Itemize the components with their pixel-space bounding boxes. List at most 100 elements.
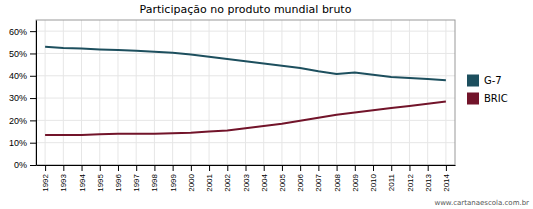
x-tick: 2001: [205, 165, 214, 192]
y-tick-label: 30%: [9, 93, 27, 103]
x-tick-label: 2012: [406, 173, 415, 191]
grid-line-x: [391, 20, 392, 165]
grid-line-x: [427, 20, 428, 165]
grid-line-x: [154, 20, 155, 165]
x-tick-mark: [45, 165, 46, 171]
x-tick-label: 2011: [387, 173, 396, 191]
legend-label: G-7: [484, 75, 502, 86]
x-tick-mark: [282, 165, 283, 171]
grid-line-x: [209, 20, 210, 165]
x-tick-mark: [446, 165, 447, 171]
x-tick: 2005: [278, 165, 287, 192]
y-tick-mark: [30, 31, 36, 32]
grid-line-x: [318, 20, 319, 165]
grid: [36, 20, 455, 165]
grid-line-x: [336, 20, 337, 165]
grid-line-x: [81, 20, 82, 165]
y-tick-label: 0%: [14, 160, 27, 170]
y-tick-label: 60%: [9, 27, 27, 37]
y-tick-mark: [30, 165, 36, 166]
x-tick-label: 2003: [242, 173, 251, 191]
x-tick-label: 1993: [59, 173, 68, 191]
series-line: [45, 101, 446, 134]
x-tick: 1995: [96, 165, 105, 192]
y-tick-label: 20%: [9, 116, 27, 126]
x-tick-label: 1995: [96, 173, 105, 191]
x-tick-mark: [118, 165, 119, 171]
x-tick-label: 2014: [442, 173, 451, 191]
grid-line-y: [36, 120, 455, 121]
x-tick-mark: [337, 165, 338, 171]
y-tick: 20%: [9, 116, 36, 126]
x-tick: 2003: [242, 165, 251, 192]
grid-line-x: [117, 20, 118, 165]
plot-frame: [36, 20, 455, 165]
plot: 1992199319941995199619971998199920002001…: [9, 20, 456, 192]
y-axis-line: [36, 21, 37, 166]
x-tick-mark: [409, 165, 410, 171]
y-tick: 10%: [9, 138, 36, 148]
x-axis: 1992199319941995199619971998199920002001…: [37, 165, 456, 192]
y-tick-label: 50%: [9, 49, 27, 59]
x-tick-label: 1992: [41, 173, 50, 191]
x-tick: 2006: [296, 165, 305, 192]
grid-line-x: [227, 20, 228, 165]
legend-label: BRIC: [484, 93, 508, 104]
x-tick-mark: [355, 165, 356, 171]
grid-line-x: [136, 20, 137, 165]
x-tick: 2008: [333, 165, 342, 192]
legend-swatch: [467, 75, 479, 87]
y-tick-mark: [30, 98, 36, 99]
x-tick: 1999: [169, 165, 178, 192]
x-tick: 1996: [114, 165, 123, 192]
grid-line-x: [445, 20, 446, 165]
y-tick-mark: [30, 143, 36, 144]
grid-line-x: [190, 20, 191, 165]
x-tick: 2013: [424, 165, 433, 192]
x-tick-mark: [391, 165, 392, 171]
x-tick-label: 1996: [114, 173, 123, 191]
x-tick-label: 2001: [205, 173, 214, 191]
y-tick: 50%: [9, 49, 36, 59]
x-tick: 1992: [41, 165, 50, 192]
x-tick-label: 1994: [78, 173, 87, 191]
x-tick: 1997: [132, 165, 141, 192]
y-tick-label: 40%: [9, 71, 27, 81]
x-tick-mark: [318, 165, 319, 171]
legend-item: BRIC: [467, 93, 508, 105]
x-tick-mark: [154, 165, 155, 171]
y-tick-mark: [30, 120, 36, 121]
x-tick-mark: [264, 165, 265, 171]
x-tick-label: 2004: [260, 173, 269, 191]
grid-line-x: [45, 20, 46, 165]
grid-line-y: [36, 53, 455, 54]
x-tick-mark: [82, 165, 83, 171]
series-group: [45, 47, 446, 135]
x-tick-mark: [246, 165, 247, 171]
x-tick-mark: [136, 165, 137, 171]
x-tick-mark: [428, 165, 429, 171]
x-tick-mark: [373, 165, 374, 171]
x-tick-mark: [300, 165, 301, 171]
x-tick-label: 2002: [223, 173, 232, 191]
grid-line-x: [63, 20, 64, 165]
grid-line-x: [354, 20, 355, 165]
series-line: [45, 47, 446, 80]
x-tick: 2007: [314, 165, 323, 192]
grid-line-x: [373, 20, 374, 165]
chart: 1992199319941995199619971998199920002001…: [0, 0, 533, 209]
x-tick: 2010: [369, 165, 378, 192]
grid-line-x: [245, 20, 246, 165]
x-tick-mark: [173, 165, 174, 171]
grid-line-y: [36, 98, 455, 99]
x-tick-mark: [227, 165, 228, 171]
grid-line-x: [172, 20, 173, 165]
grid-line-y: [36, 31, 455, 32]
legend-item: G-7: [467, 75, 502, 87]
grid-line-x: [99, 20, 100, 165]
x-tick-mark: [209, 165, 210, 171]
grid-line-y: [36, 142, 455, 143]
x-tick-label: 2009: [351, 173, 360, 191]
x-tick: 1993: [59, 165, 68, 192]
y-tick: 40%: [9, 71, 36, 81]
